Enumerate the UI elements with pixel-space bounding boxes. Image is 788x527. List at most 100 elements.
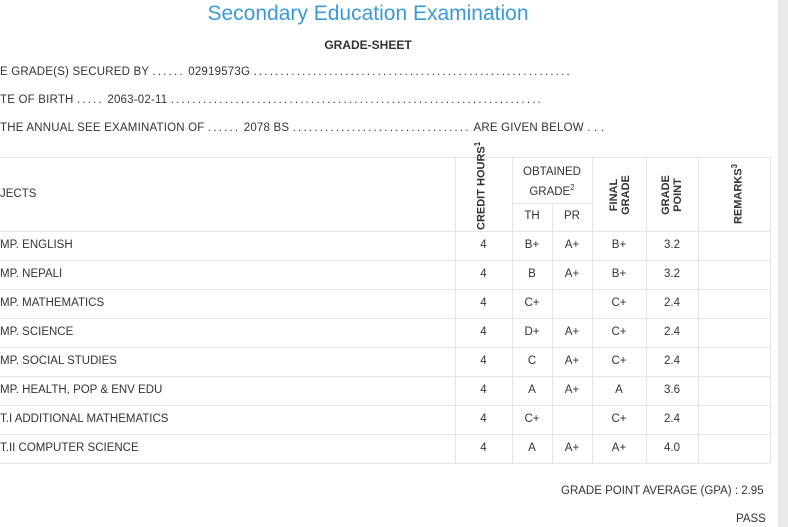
cell-th: D+ [524,326,540,338]
cell-credit-hours: 4 [480,239,487,251]
cell-th: C+ [524,413,540,425]
cell-credit-hours: 4 [480,384,487,396]
cell-grade-point: 2.4 [664,355,680,367]
cell-final-grade: A [615,384,623,396]
col-divider-remarks [698,157,699,463]
cell-final-grade: B+ [611,239,627,251]
dob-dots: ..... [76,94,104,106]
exam-label: THE ANNUAL SEE EXAMINATION OF [0,122,205,134]
scroll-gutter [778,0,788,527]
cell-grade-point: 2.4 [664,413,680,425]
secured-by-dots: ...... [152,66,185,78]
cell-subject: T.II COMPUTER SCIENCE [0,442,139,454]
header-credit-hours-sup: 1 [473,141,482,147]
col-divider-gp [646,157,647,463]
cell-pr: A+ [564,384,580,396]
page-subtitle: GRADE-SHEET [324,38,412,52]
cell-grade-point: 2.4 [664,297,680,309]
cell-pr: A+ [564,355,580,367]
cell-subject: T.I ADDITIONAL MATHEMATICS [0,413,169,425]
cell-grade-point: 2.4 [664,326,680,338]
cell-th: B+ [524,239,540,251]
cell-th: A [528,384,536,396]
cell-final-grade: C+ [611,326,627,338]
row-divider [0,405,770,406]
info-line-exam: THE ANNUAL SEE EXAMINATION OF ...... 207… [0,122,604,134]
symbol-number-value: 02919573G [188,66,251,78]
cell-subject: MP. MATHEMATICS [0,297,105,309]
cell-credit-hours: 4 [480,268,487,280]
cell-credit-hours: 4 [480,413,487,425]
header-pr: PR [564,210,580,222]
header-bottom-border [0,231,770,232]
col-divider-pr [552,203,553,463]
dob-value: 2063-02-11 [107,94,168,106]
cell-credit-hours: 4 [480,326,487,338]
cell-credit-hours: 4 [480,442,487,454]
cell-final-grade: B+ [611,268,627,280]
exam-year-value: 2078 BS [243,122,290,134]
table-right-border [770,157,771,463]
header-final-grade: FINAL GRADE [608,175,632,215]
header-th: TH [524,210,540,222]
header-obtained-grade-sup: 2 [570,183,575,192]
row-divider [0,289,770,290]
cell-subject: MP. SOCIAL STUDIES [0,355,117,367]
header-remarks: REMARKS3 [729,162,745,226]
cell-pr: A+ [564,442,580,454]
info-line-dob: TE OF BIRTH ..... 2063-02-11 ...........… [0,94,543,106]
secured-by-label: E GRADE(S) SECURED BY [0,66,150,78]
dob-trail: ........................................… [170,94,544,106]
exam-end-text: ARE GIVEN BELOW . . . [473,122,605,134]
header-grade-point: GRADE POINT [660,175,684,215]
col-divider-final [592,157,593,463]
cell-final-grade: C+ [611,297,627,309]
gpa-summary: GRADE POINT AVERAGE (GPA) : 2.95 [561,485,764,497]
secured-by-trail: ........................................… [253,66,572,78]
header-credit-hours-label: CREDIT HOURS [475,146,488,230]
result-status: PASS [736,513,766,525]
header-subjects: JECTS [0,188,37,200]
gpa-label: GRADE POINT AVERAGE (GPA) : [561,485,739,497]
header-remarks-sup: 3 [730,163,739,169]
exam-trail: ................................. [292,122,471,134]
exam-dots: ...... [207,122,241,134]
cell-th: A [528,442,536,454]
header-obtained-grade-label: OBTAINED GRADE [523,166,581,198]
info-line-secured-by: E GRADE(S) SECURED BY ...... 02919573G .… [0,66,572,78]
cell-grade-point: 3.2 [664,239,680,251]
row-divider [0,347,770,348]
cell-final-grade: C+ [611,413,627,425]
header-obtained-grade: OBTAINED GRADE2 [512,165,592,200]
cell-grade-point: 3.6 [664,384,680,396]
cell-final-grade: A+ [611,442,627,454]
page-title: Secondary Education Examination [207,2,529,25]
header-remarks-label: REMARKS [732,168,745,225]
cell-th: C+ [524,297,540,309]
cell-final-grade: C+ [611,355,627,367]
col-divider-th [512,157,513,463]
gpa-value: 2.95 [741,485,764,497]
dob-label: TE OF BIRTH [0,94,74,106]
cell-credit-hours: 4 [480,355,487,367]
cell-grade-point: 4.0 [664,442,680,454]
cell-subject: MP. HEALTH, POP & ENV EDU [0,384,163,396]
cell-grade-point: 3.2 [664,268,680,280]
cell-subject: MP. NEPALI [0,268,63,280]
header-credit-hours: CREDIT HOURS1 [472,142,496,230]
cell-th: B [528,268,536,280]
cell-pr: A+ [564,239,580,251]
row-divider [0,434,770,435]
row-divider [0,376,770,377]
row-divider [0,260,770,261]
row-divider [0,463,770,464]
cell-subject: MP. SCIENCE [0,326,74,338]
row-divider [0,318,770,319]
col-divider-credit [455,157,456,463]
table-top-border [0,157,770,158]
cell-th: C [527,355,537,367]
cell-credit-hours: 4 [480,297,487,309]
cell-pr: A+ [564,326,580,338]
cell-pr: A+ [564,268,580,280]
